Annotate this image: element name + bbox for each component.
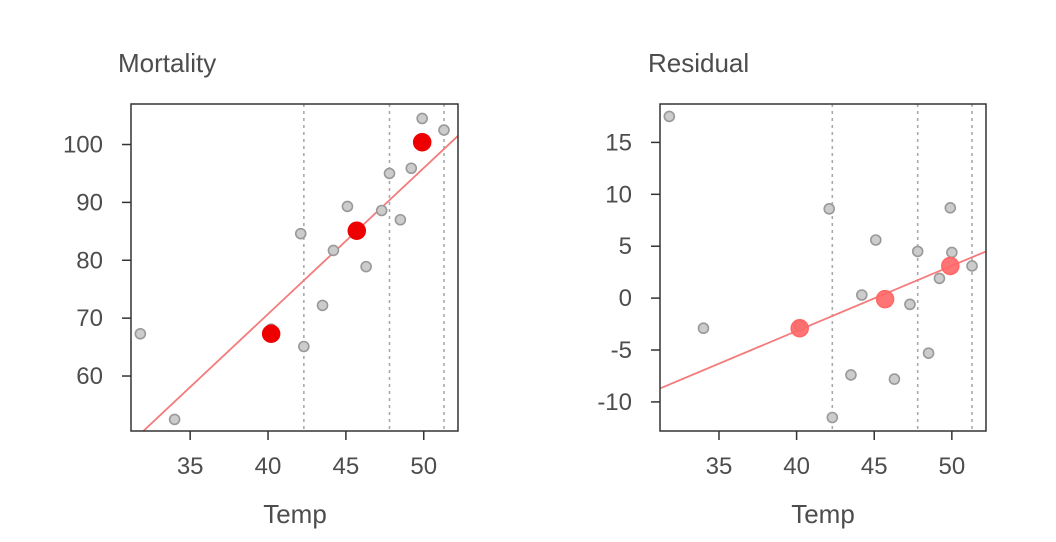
mortality-xlabel: Temp (263, 499, 327, 529)
mortality-point (416, 112, 428, 125)
mortality-ytick-label: 100 (63, 132, 103, 159)
residual-point (856, 289, 868, 301)
mortality-point (341, 200, 354, 213)
mortality-point (360, 260, 372, 273)
mortality-point (383, 167, 396, 180)
mortality-point (294, 227, 307, 240)
residual-ytick-label: -5 (611, 337, 632, 364)
mortality-ytick-label: 90 (76, 189, 103, 216)
residual-ytick-label: 15 (605, 129, 632, 156)
residual-title: Residual (648, 48, 749, 78)
residual-point (944, 202, 957, 214)
residual-point (697, 322, 710, 335)
mortality-point (394, 213, 407, 226)
residual-ytick-label: 5 (619, 233, 632, 260)
residual-point (933, 272, 946, 285)
residual-fit-line (660, 250, 986, 390)
residual-xtick-label: 40 (783, 453, 810, 480)
residual-ytick-label: -10 (597, 389, 632, 416)
residual-xtick-label: 35 (706, 453, 733, 480)
mortality-point (168, 413, 181, 426)
mortality-point (405, 162, 418, 175)
mortality-plot-area (134, 104, 458, 431)
mortality-fit-line (142, 135, 458, 431)
residual-highlight-point (941, 256, 960, 276)
mortality-ytick-label: 80 (76, 247, 103, 274)
residual-point (888, 373, 901, 385)
mortality-title: Mortality (118, 48, 216, 78)
mortality-xtick-label: 35 (177, 453, 204, 480)
mortality-xtick-label: 50 (410, 453, 437, 480)
residual-highlight-point (790, 318, 809, 338)
mortality-ytick-label: 60 (76, 363, 103, 390)
residual-point (845, 369, 857, 381)
residual-ytick-label: 0 (619, 285, 632, 312)
residual-point (911, 245, 924, 258)
mortality-xtick-label: 45 (333, 453, 360, 480)
residual-point (904, 298, 916, 311)
residual-point (826, 411, 839, 424)
mortality-point (375, 204, 388, 217)
mortality-point (298, 340, 310, 353)
residual-ytick-label: 10 (605, 181, 632, 208)
mortality-highlight-point (347, 221, 367, 240)
residual-frame (659, 103, 987, 432)
residual-point (922, 347, 935, 359)
residual-point (966, 260, 978, 272)
mortality-panel: Mortality Temp 35 40 45 50 60 70 80 90 100 (63, 48, 459, 529)
mortality-point (134, 327, 147, 340)
residual-xtick-label: 45 (861, 453, 888, 480)
mortality-point (438, 124, 450, 136)
mortality-highlight-point (261, 324, 281, 344)
mortality-point (316, 299, 329, 312)
residual-point (946, 246, 958, 259)
mortality-xtick-label: 40 (255, 453, 282, 480)
residual-highlight-point (875, 289, 895, 309)
mortality-frame (130, 103, 459, 432)
mortality-point (327, 244, 340, 257)
residual-point (869, 234, 882, 246)
residual-point (823, 203, 836, 215)
residual-xlabel: Temp (791, 499, 855, 529)
residual-point (663, 110, 676, 123)
residual-xtick-label: 50 (938, 453, 965, 480)
mortality-highlight-point (412, 132, 432, 152)
mortality-ytick-label: 70 (76, 305, 103, 332)
residual-plot-area (660, 104, 986, 431)
